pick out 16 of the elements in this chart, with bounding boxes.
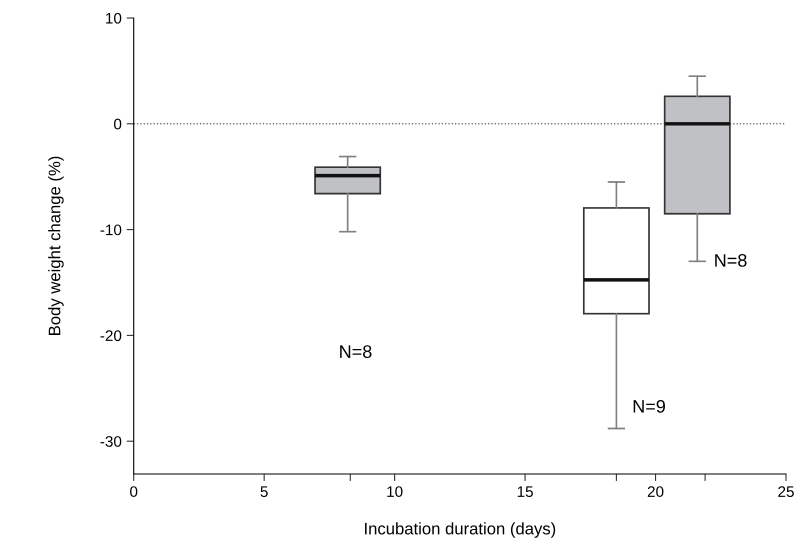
x-axis-title: Incubation duration (days)	[365, 522, 556, 538]
y-tick-label: -30	[100, 436, 122, 447]
x-tick-label: 25	[778, 486, 794, 498]
y-tick-label: -20	[100, 330, 122, 342]
y-tick-label: -10	[100, 224, 122, 236]
y-tick-label: 0	[114, 118, 122, 130]
x-tick-label: 5	[260, 486, 268, 498]
x-tick-label: 0	[130, 486, 138, 498]
annotation: N=8	[715, 254, 747, 267]
x-tick-label: 10	[387, 486, 403, 498]
x-tick-label: 15	[518, 486, 533, 498]
annotation: N=9	[634, 400, 665, 413]
y-tick-label: 10	[106, 12, 122, 24]
annotation: N=8	[340, 345, 372, 358]
x-tick-label: 20	[648, 486, 664, 498]
y-axis-title: Body weight change (%)	[48, 156, 64, 335]
